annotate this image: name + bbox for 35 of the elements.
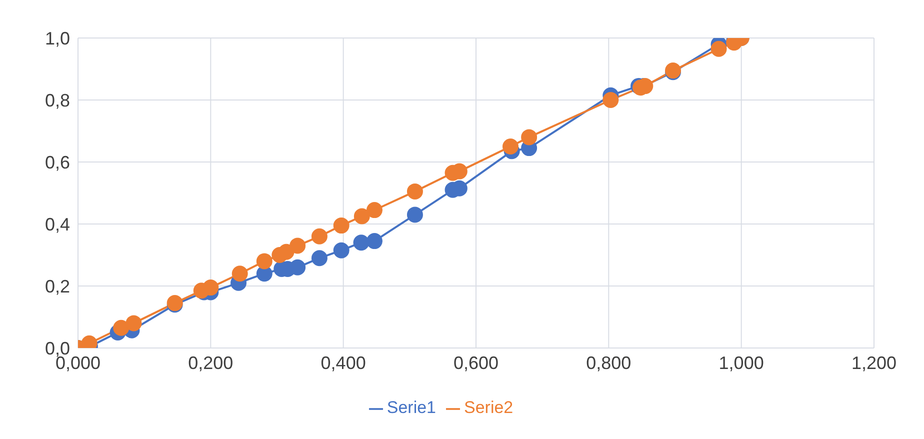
point xyxy=(290,259,306,276)
point xyxy=(710,40,727,57)
x-tick-label: 1,200 xyxy=(851,352,897,373)
y-tick-label: 0,8 xyxy=(44,90,70,110)
point xyxy=(366,202,383,218)
point xyxy=(256,253,272,270)
point xyxy=(126,315,142,332)
legend-label: Serie2 xyxy=(464,398,514,417)
point xyxy=(311,228,328,244)
point xyxy=(333,218,350,234)
point xyxy=(202,280,219,296)
point xyxy=(406,183,423,200)
point xyxy=(602,92,619,108)
point xyxy=(502,138,518,154)
point xyxy=(366,233,383,250)
y-tick-label: 0,6 xyxy=(44,152,70,172)
point xyxy=(232,266,248,282)
y-tick-label: 1,0 xyxy=(44,28,70,48)
point xyxy=(290,238,306,254)
x-tick-label: 0,800 xyxy=(586,352,632,373)
point xyxy=(521,129,538,146)
y-tick-label: 0,4 xyxy=(44,214,70,234)
point xyxy=(406,206,423,223)
x-tick-label: 0,200 xyxy=(188,352,234,373)
x-tick-label: 1,000 xyxy=(718,352,764,373)
point xyxy=(354,208,370,224)
point xyxy=(113,320,130,336)
point xyxy=(333,242,350,258)
legend-label: Serie1 xyxy=(386,398,436,417)
point xyxy=(353,234,370,251)
y-tick-label: 0,2 xyxy=(44,276,70,296)
x-tick-label: 0,400 xyxy=(320,352,366,373)
x-tick-label: 0,600 xyxy=(453,352,499,373)
point xyxy=(311,250,328,266)
point xyxy=(278,244,294,260)
